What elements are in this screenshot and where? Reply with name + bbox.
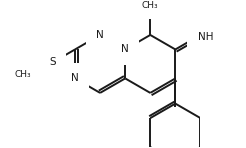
- Text: CH₃: CH₃: [142, 1, 159, 10]
- Text: CH₃: CH₃: [14, 70, 31, 79]
- Text: S: S: [49, 57, 56, 67]
- Text: N: N: [96, 30, 104, 40]
- Text: N: N: [121, 44, 129, 54]
- Text: NH: NH: [198, 32, 213, 42]
- Text: N: N: [71, 73, 79, 83]
